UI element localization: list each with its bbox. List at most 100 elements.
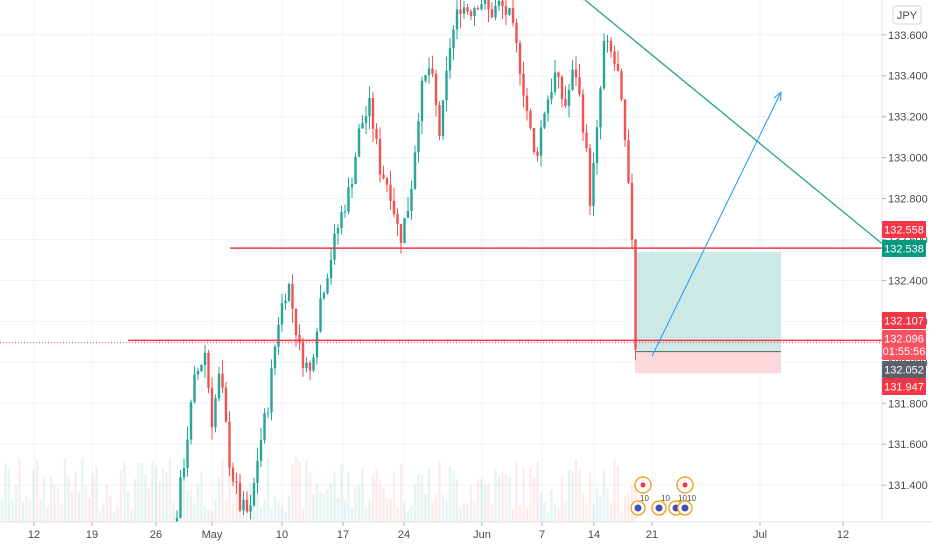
volume-bar <box>571 472 573 522</box>
volume-bar <box>53 485 55 522</box>
volume-bar <box>4 464 6 522</box>
trend-line <box>585 0 882 244</box>
price-tag-label: 132.558 <box>884 225 924 237</box>
volume-bar <box>326 489 328 522</box>
volume-bar <box>85 486 87 522</box>
candle-body <box>634 240 636 350</box>
candle-body <box>389 185 391 201</box>
candle-body <box>379 139 381 175</box>
volume-bar <box>526 507 528 522</box>
volume-bar <box>449 467 451 522</box>
candle-body <box>484 0 486 4</box>
volume-bar <box>557 508 559 522</box>
volume-bar <box>116 506 118 522</box>
volume-bar <box>295 457 297 522</box>
volume-bar <box>414 485 416 522</box>
price-tag-countdown: 01:55:56 <box>883 346 926 358</box>
candle-body <box>344 212 346 213</box>
volume-bar <box>473 502 475 522</box>
candle-body <box>505 6 507 15</box>
volume-bar <box>323 494 325 522</box>
candle-body <box>610 41 612 52</box>
volume-bar <box>421 475 423 522</box>
volume-bar <box>253 504 255 522</box>
event-label: 10 <box>661 494 670 503</box>
time-tick-label: 21 <box>646 529 658 541</box>
volume-bar <box>379 480 381 522</box>
candle-body <box>375 129 377 139</box>
candle-body <box>403 218 405 243</box>
candle-body <box>589 148 591 206</box>
volume-bar <box>309 473 311 522</box>
candle-body <box>372 98 374 129</box>
time-tick-label: 26 <box>150 529 162 541</box>
volume-bar <box>368 499 370 522</box>
event-label: 10 <box>640 494 649 503</box>
volume-bars <box>1 457 637 522</box>
candle-body <box>260 440 262 461</box>
volume-bar <box>330 484 332 522</box>
candle-body <box>596 127 598 163</box>
volume-bar <box>211 510 213 522</box>
volume-bar <box>137 462 139 522</box>
volume-bar <box>60 505 62 522</box>
candle-body <box>470 12 472 17</box>
time-tick-label: 24 <box>398 529 410 541</box>
volume-bar <box>627 495 629 522</box>
volume-bar <box>29 499 31 522</box>
volume-bar <box>130 508 132 522</box>
event-label: 10 <box>687 494 696 503</box>
volume-bar <box>550 490 552 522</box>
candle-body <box>428 68 430 75</box>
candle-body <box>473 8 475 16</box>
candle-body <box>526 96 528 111</box>
volume-bar <box>81 458 83 522</box>
candle-body <box>368 98 370 116</box>
volume-bar <box>36 461 38 522</box>
volume-bar <box>582 493 584 522</box>
volume-bar <box>466 503 468 522</box>
volume-bar <box>431 502 433 522</box>
volume-bar <box>144 475 146 522</box>
candle-body <box>358 128 360 156</box>
candle-body <box>337 228 339 234</box>
time-tick-label: 12 <box>837 529 849 541</box>
volume-bar <box>50 476 52 522</box>
volume-bar <box>305 460 307 522</box>
volume-bar <box>78 492 80 522</box>
volume-bar <box>172 503 174 522</box>
candle-body <box>326 278 328 293</box>
currency-badge[interactable]: JPY <box>893 6 921 24</box>
candle-body <box>200 365 202 371</box>
volume-bar <box>463 504 465 522</box>
candle-body <box>354 157 356 185</box>
volume-bar <box>232 503 234 522</box>
candle-body <box>393 201 395 214</box>
price-tag-label: 132.107 <box>884 316 924 328</box>
volume-bar <box>32 469 34 522</box>
volume-bar <box>218 477 220 522</box>
event-flag-icon <box>635 505 642 512</box>
candle-body <box>246 500 248 512</box>
volume-bar <box>155 466 157 522</box>
candle-body <box>627 140 629 183</box>
candle-body <box>557 73 559 77</box>
candle-body <box>309 363 311 371</box>
time-tick-label: 7 <box>539 529 545 541</box>
volume-bar <box>344 500 346 522</box>
volume-bar <box>372 474 374 522</box>
candle-body <box>204 353 206 365</box>
candle-body <box>270 368 272 412</box>
volume-bar <box>284 512 286 522</box>
candle-body <box>386 178 388 184</box>
volume-bar <box>606 489 608 522</box>
volume-bar <box>148 489 150 522</box>
volume-bar <box>15 485 17 522</box>
volume-bar <box>382 487 384 522</box>
volume-bar <box>43 476 45 522</box>
volume-bar <box>442 495 444 522</box>
volume-bar <box>22 502 24 522</box>
